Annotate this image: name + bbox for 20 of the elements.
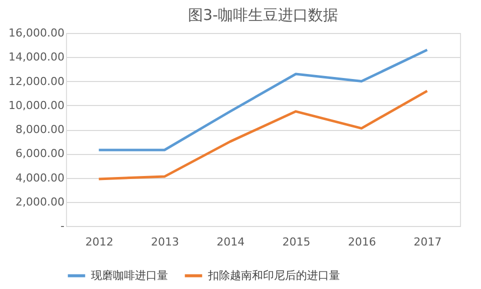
y-tick-label: - — [60, 220, 65, 232]
y-tick-label: 10,000.00 — [8, 98, 64, 112]
x-tick-label: 2016 — [348, 236, 376, 248]
legend-label: 现磨咖啡进口量 — [91, 268, 168, 282]
x-tick-label: 2015 — [282, 236, 310, 248]
y-tick-label: 12,000.00 — [8, 74, 64, 88]
chart-title: 图3-咖啡生豆进口数据 — [188, 6, 338, 24]
y-tick-label: 16,000.00 — [8, 26, 64, 40]
x-tick-label: 2014 — [216, 236, 245, 248]
y-tick-label: 2,000.00 — [16, 195, 64, 208]
legend-label: 扣除越南和印尼后的进口量 — [207, 268, 340, 282]
line-series — [98, 90, 428, 180]
y-tick-label: 14,000.00 — [8, 50, 64, 64]
y-tick-label: 4,000.00 — [16, 171, 64, 184]
y-tick-label: 6,000.00 — [16, 147, 64, 160]
line-series — [98, 48, 428, 152]
x-tick-label: 2013 — [151, 236, 179, 248]
x-tick-label: 2017 — [414, 236, 442, 248]
y-tick-label: 8,000.00 — [16, 123, 64, 136]
x-tick-label: 2012 — [85, 236, 114, 248]
